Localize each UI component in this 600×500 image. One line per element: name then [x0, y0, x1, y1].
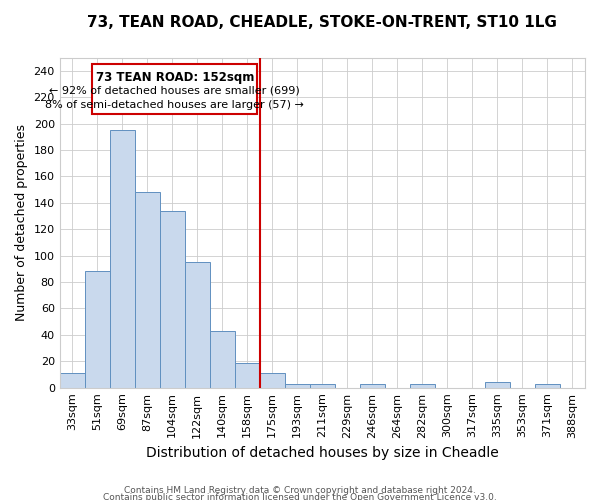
Bar: [535, 384, 560, 388]
Bar: [135, 192, 160, 388]
Title: 73, TEAN ROAD, CHEADLE, STOKE-ON-TRENT, ST10 1LG: 73, TEAN ROAD, CHEADLE, STOKE-ON-TRENT, …: [88, 15, 557, 30]
FancyBboxPatch shape: [92, 64, 257, 114]
Text: 73 TEAN ROAD: 152sqm: 73 TEAN ROAD: 152sqm: [95, 71, 254, 84]
Bar: [410, 384, 435, 388]
Bar: [160, 210, 185, 388]
Bar: [210, 331, 235, 388]
Bar: [185, 262, 210, 388]
Bar: [485, 382, 510, 388]
Bar: [260, 373, 285, 388]
Bar: [85, 272, 110, 388]
X-axis label: Distribution of detached houses by size in Cheadle: Distribution of detached houses by size …: [146, 446, 499, 460]
Bar: [110, 130, 135, 388]
Bar: [310, 384, 335, 388]
Text: Contains public sector information licensed under the Open Government Licence v3: Contains public sector information licen…: [103, 494, 497, 500]
Y-axis label: Number of detached properties: Number of detached properties: [15, 124, 28, 321]
Text: Contains HM Land Registry data © Crown copyright and database right 2024.: Contains HM Land Registry data © Crown c…: [124, 486, 476, 495]
Bar: [285, 384, 310, 388]
Bar: [59, 373, 85, 388]
Text: ← 92% of detached houses are smaller (699): ← 92% of detached houses are smaller (69…: [49, 86, 300, 96]
Bar: [235, 362, 260, 388]
Text: 8% of semi-detached houses are larger (57) →: 8% of semi-detached houses are larger (5…: [46, 100, 304, 110]
Bar: [360, 384, 385, 388]
